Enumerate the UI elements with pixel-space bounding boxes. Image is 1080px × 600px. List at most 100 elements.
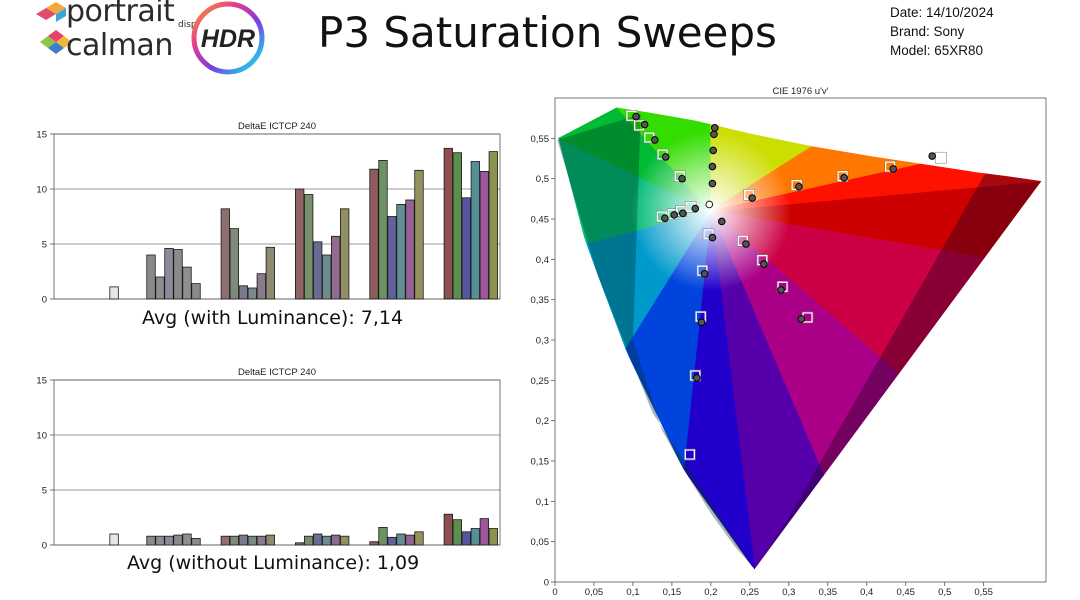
bar-1-4-4 [405, 534, 415, 546]
bar-1-1-1 [155, 535, 165, 546]
meta-date: Date: 14/10/2024 [890, 5, 994, 20]
hdr-badge-text: HDR [201, 25, 255, 53]
y-tick-label: 10 [36, 431, 47, 442]
target-marker [684, 449, 695, 460]
cie-x-tick-label: 0,5 [938, 587, 951, 598]
bar-0-3-3 [322, 254, 332, 300]
bar-0-3-4 [331, 235, 341, 300]
bar-1-3-1 [304, 535, 314, 546]
bar-1-2-4 [256, 535, 266, 546]
deltae-chart-with-luminance: DeltaE ICTCP 240 0 5 10 15 [36, 121, 501, 305]
target-marker-outline [836, 170, 849, 182]
measured-point [650, 136, 659, 144]
portrait-logo-icon [36, 2, 72, 54]
measured-point [678, 174, 686, 183]
report-meta: Date: 14/10/2024 Brand: Sony Model: 65XR… [890, 3, 994, 60]
bar-0-4-3 [396, 204, 406, 300]
bar-1-5-0 [443, 513, 453, 546]
bar-1-1-0 [146, 535, 156, 546]
cie-y-tick-label: 0,15 [531, 457, 550, 468]
measured-point [840, 174, 848, 182]
bar-0-3-1 [304, 194, 314, 300]
measured-point [670, 211, 679, 219]
cie-x-tick-label: 0 [552, 587, 557, 598]
bar-0-4-0 [369, 168, 379, 300]
outer-band-left [557, 114, 755, 570]
measured-point [928, 152, 937, 160]
cie-gamut-fill [557, 107, 1042, 570]
target-marker-outline [673, 170, 686, 182]
measured-point [717, 217, 726, 226]
bar-1-2-5 [265, 534, 275, 546]
y-tick-label: 0 [42, 541, 47, 551]
cie-y-tick-label: 0,1 [536, 497, 549, 508]
cie-x-tick-label: 0,15 [663, 587, 682, 598]
y-tick-label: 15 [36, 376, 47, 387]
measured-point [700, 270, 709, 278]
bar-1-1-3 [173, 534, 183, 546]
cie-y-tick-label: 0,55 [531, 134, 550, 145]
bar-1-1-2 [164, 535, 174, 546]
measured-point [777, 286, 785, 294]
measured-point [742, 240, 750, 248]
target-marker-outline [737, 235, 749, 247]
measured-point [632, 112, 640, 121]
plot-frame [53, 133, 501, 300]
bar-1-1-4 [182, 533, 192, 546]
cie-x-tick-label: 0,25 [741, 587, 760, 598]
cie-x-tick-label: 0,2 [704, 587, 717, 598]
cie-x-tick-label: 0,05 [585, 587, 604, 598]
bar-0-1-4 [182, 266, 192, 300]
measured-point [709, 146, 718, 155]
bar-0-5-3 [470, 161, 480, 300]
portrait-logo-text: portrait [66, 0, 175, 29]
measured-point [710, 124, 719, 132]
bar-1-3-0 [295, 542, 305, 546]
cie-y-tick-label: 0,35 [531, 295, 550, 306]
chart-title: DeltaE ICTCP 240 [238, 121, 316, 132]
bar-0-2-1 [229, 228, 239, 300]
bar-0-1-5 [191, 283, 201, 300]
measured-point [795, 182, 803, 191]
bar-0-2-3 [247, 287, 257, 300]
bar-0-1-3 [173, 249, 183, 300]
cie-y-tick-label: 0,05 [531, 537, 550, 548]
measured-point [697, 318, 706, 327]
bar-1-5-1 [452, 519, 462, 546]
cie-y-tick-label: 0 [544, 578, 549, 589]
y-tick-label: 5 [42, 486, 47, 497]
page-title: P3 Saturation Sweeps [318, 8, 777, 57]
measured-point [889, 165, 898, 173]
bar-0-4-2 [387, 216, 397, 300]
cie-y-tick-label: 0,4 [536, 255, 549, 266]
bar-0-2-0 [220, 208, 230, 300]
bar-0-1-0 [146, 254, 156, 300]
y-tick-label: 15 [36, 130, 47, 141]
bar-1-5-5 [488, 528, 498, 546]
measured-point [748, 194, 756, 202]
bar-0-5-5 [488, 151, 498, 300]
y-tick-label: 5 [42, 240, 47, 251]
plot-frame [53, 379, 501, 546]
bar-1-5-2 [461, 531, 471, 546]
bar-1-5-4 [479, 518, 489, 546]
bar-1-4-3 [396, 533, 406, 546]
bar-0-2-4 [256, 273, 266, 300]
cie-1976-chart: CIE 1976 u'v' 0 0,05 0,1 0,15 0,2 0,25 0,3 0,35 0… [531, 86, 1047, 598]
bar-1-3-5 [340, 535, 350, 546]
outer-band-right [754, 162, 1042, 570]
cie-y-tick-label: 0,5 [536, 174, 549, 185]
cie-x-tick-label: 0,35 [819, 587, 838, 598]
bar-0-2-5 [265, 246, 275, 300]
white-glow [630, 130, 791, 291]
bar-0-5-4 [479, 171, 489, 300]
bar-0-4-4 [405, 199, 415, 300]
cie-y-tick-label: 0,2 [536, 416, 549, 427]
bar-1-5-3 [470, 528, 480, 546]
measured-point [679, 209, 687, 218]
bar-0-2-2 [238, 285, 248, 300]
y-tick-label: 0 [42, 295, 47, 305]
bar-0-5-0 [443, 147, 453, 300]
bar-1-2-3 [247, 535, 257, 546]
bar-0-4-5 [414, 169, 424, 300]
